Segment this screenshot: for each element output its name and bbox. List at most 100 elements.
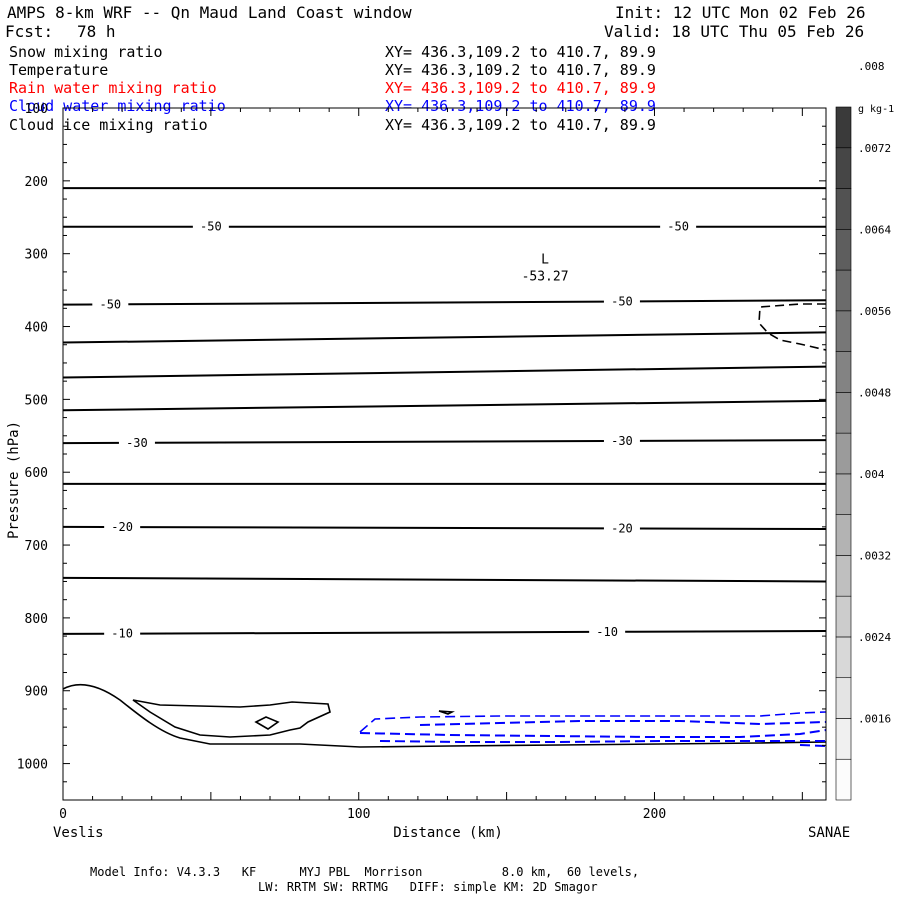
colorbar-swatch: [835, 147, 852, 189]
cloud-water-contour-mid2: [419, 720, 827, 726]
colorbar-tick-label: .008: [858, 60, 885, 73]
y-tick-label: 700: [25, 539, 48, 554]
isotherm-line: [639, 439, 827, 442]
valid-time: Valid: 18 UTC Thu 05 Feb 26: [604, 22, 865, 41]
field-temp-name: Temperature: [9, 61, 109, 79]
fcst-value: 78 h: [77, 22, 116, 41]
cloud-water-contour-inner: [379, 740, 826, 743]
y-tick-label: 900: [25, 685, 48, 700]
y-tick-label: 200: [25, 175, 48, 190]
isotherm-label: -10: [111, 627, 133, 641]
model-info-line1: Model Info: V4.3.3 KF MYJ PBL Morrison 8…: [90, 865, 640, 879]
colorbar-tick-label: .0072: [858, 142, 891, 155]
low-marker: L -53.27: [522, 253, 569, 285]
field-cloudwater-xy: XY= 436.3,109.2 to 410.7, 89.9: [385, 97, 656, 115]
field-cloudice-name: Cloud ice mixing ratio: [9, 116, 208, 134]
colorbar-tick-label: .0056: [858, 305, 891, 318]
colorbar-swatch: [835, 188, 852, 230]
y-axis-label: Pressure (hPa): [6, 421, 22, 539]
field-cloudice-xy: XY= 436.3,109.2 to 410.7, 89.9: [385, 116, 656, 134]
colorbar-swatch: [835, 758, 852, 801]
isotherm-label: -50: [200, 220, 222, 234]
isotherm-label: -20: [111, 520, 133, 534]
isotherm-label: -30: [126, 436, 148, 450]
colorbar-swatch: [835, 310, 852, 352]
colorbar-units: g kg-1: [858, 104, 894, 115]
isotherm-line: [62, 331, 827, 344]
colorbar-tick-label: .0016: [858, 712, 891, 725]
isotherm-line: [62, 576, 827, 583]
colorbar-swatch: [835, 106, 852, 149]
snow-contour: [62, 683, 827, 748]
colorbar-swatch: [835, 228, 852, 271]
field-snow-xy: XY= 436.3,109.2 to 410.7, 89.9: [385, 43, 656, 61]
isotherm-layer: -50 -50 -50 -50 -30 -30 -20 -20 -10 -10: [62, 187, 827, 641]
isotherm-label: -50: [667, 220, 689, 234]
isotherm-label: -50: [99, 297, 121, 311]
colorbar-swatch: [835, 677, 852, 719]
y-tick-label: 100: [25, 102, 48, 117]
plot-frame: [62, 107, 827, 801]
colorbar-tick-label: .0064: [858, 223, 891, 236]
isotherm-line: [625, 630, 827, 633]
field-snow-name: Snow mixing ratio: [9, 43, 163, 61]
colorbar-swatch: [835, 555, 852, 597]
plot-axes: 100 200 300 400 500 600 700 800 900 1000 0 100 200: [17, 102, 827, 822]
y-tick-label: 500: [25, 393, 48, 408]
y-tick-label: 1000: [17, 758, 48, 773]
isotherm-line: [62, 399, 827, 412]
colorbar-swatch: [835, 595, 852, 638]
moisture-contour-layer: [62, 303, 827, 748]
init-time: Init: 12 UTC Mon 02 Feb 26: [615, 3, 866, 22]
isotherm-line: [128, 300, 604, 306]
isotherm-line: [140, 526, 604, 530]
colorbar-swatch: [835, 718, 852, 760]
colorbar-tick-label: .0024: [858, 631, 891, 644]
low-marker-value: -53.27: [522, 270, 569, 285]
isotherm-line: [639, 527, 827, 531]
cloud-water-contour-mid1: [359, 729, 827, 738]
field-rain-xy: XY= 436.3,109.2 to 410.7, 89.9: [385, 79, 656, 97]
y-tick-label: 400: [25, 321, 48, 336]
colorbar: g kg-1 .0016 .0024 .0032 .004 .0048 .0056 .0064…: [835, 60, 894, 801]
y-tick-label: 800: [25, 612, 48, 627]
colorbar-tick-label: .004: [858, 468, 885, 481]
y-tick-label: 600: [25, 466, 48, 481]
isotherm-line: [154, 440, 604, 444]
isotherm-label: -10: [596, 625, 618, 639]
colorbar-tick-label: .0032: [858, 549, 891, 562]
isotherm-line: [639, 299, 827, 303]
snow-contour-small: [438, 710, 455, 715]
snow-contour-ring: [254, 716, 280, 730]
isotherm-label: -20: [611, 521, 633, 535]
colorbar-swatch: [835, 514, 852, 556]
cloud-water-contour-bottom: [799, 744, 827, 747]
isotherm-line: [62, 365, 827, 379]
colorbar-tick-label: .0048: [858, 386, 891, 399]
fcst-label: Fcst:: [5, 22, 54, 41]
isotherm-line: [140, 630, 590, 635]
colorbar-swatch: [835, 636, 852, 679]
cloud-ice-contour: [758, 303, 827, 351]
colorbar-swatch: [835, 432, 852, 475]
x-axis-label: Distance (km): [393, 825, 503, 841]
field-cloudwater-name: Cloud water mixing ratio: [9, 97, 226, 115]
colorbar-swatch: [835, 473, 852, 515]
colorbar-swatch: [835, 392, 852, 434]
x-end-label-left: Veslis: [53, 825, 104, 841]
chart-title: AMPS 8-km WRF -- Qn Maud Land Coast wind…: [7, 3, 412, 22]
x-tick-label: 100: [347, 807, 370, 822]
x-tick-label: 0: [59, 807, 67, 822]
low-marker-letter: L: [541, 253, 549, 268]
x-end-label-right: SANAE: [808, 825, 850, 841]
colorbar-swatch: [835, 269, 852, 312]
isotherm-label: -30: [611, 434, 633, 448]
cloud-water-contour-outer: [359, 711, 827, 733]
isotherm-label: -50: [611, 294, 633, 308]
x-tick-label: 200: [643, 807, 666, 822]
y-tick-label: 300: [25, 248, 48, 263]
field-rain-name: Rain water mixing ratio: [9, 79, 217, 97]
model-info-line2: LW: RRTM SW: RRTMG DIFF: simple KM: 2D S…: [258, 880, 598, 894]
snow-contour-upper: [132, 699, 331, 738]
